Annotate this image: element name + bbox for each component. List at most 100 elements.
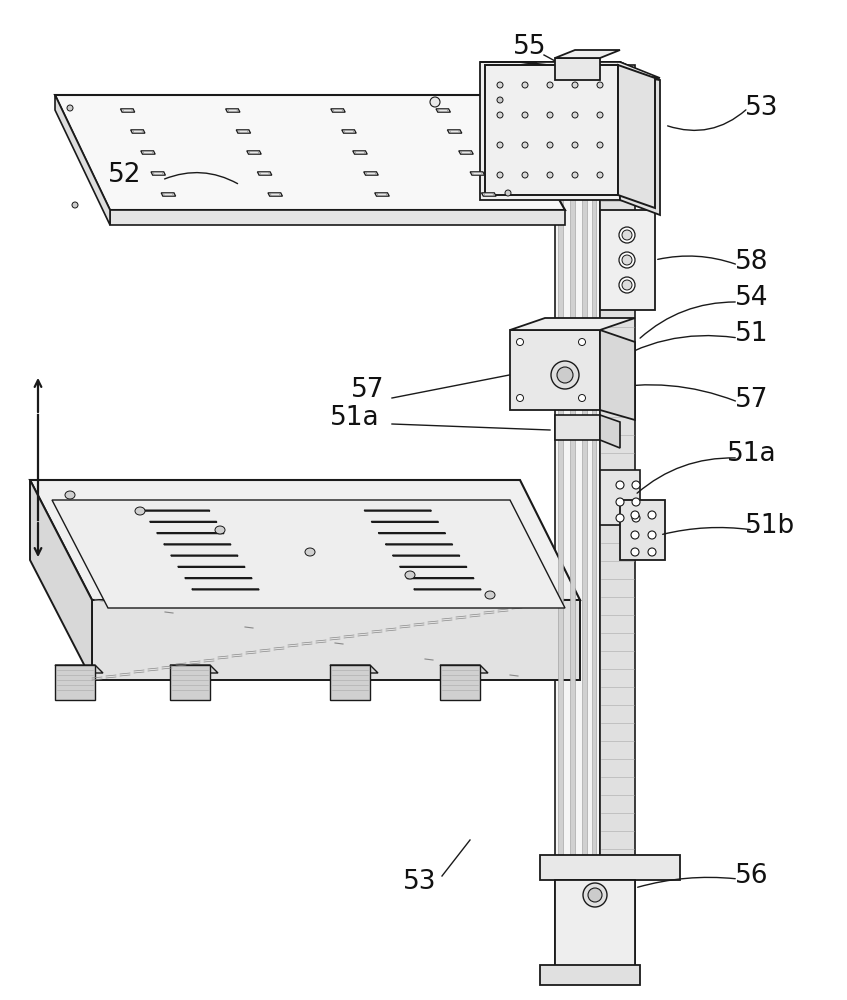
Polygon shape <box>377 193 387 196</box>
Polygon shape <box>555 58 600 80</box>
Polygon shape <box>236 130 251 133</box>
Polygon shape <box>364 510 431 511</box>
Ellipse shape <box>517 338 523 346</box>
Polygon shape <box>157 533 224 534</box>
Polygon shape <box>225 109 240 112</box>
Polygon shape <box>618 65 655 208</box>
Ellipse shape <box>622 230 632 240</box>
Polygon shape <box>440 665 480 700</box>
Polygon shape <box>55 95 110 225</box>
Ellipse shape <box>67 105 73 111</box>
Ellipse shape <box>572 82 578 88</box>
Ellipse shape <box>622 255 632 265</box>
Polygon shape <box>163 193 174 196</box>
Polygon shape <box>120 109 135 112</box>
Polygon shape <box>407 578 474 579</box>
Ellipse shape <box>631 548 639 556</box>
Ellipse shape <box>632 481 640 489</box>
Polygon shape <box>110 210 565 225</box>
Polygon shape <box>259 172 269 175</box>
Ellipse shape <box>547 112 553 118</box>
Polygon shape <box>374 193 390 196</box>
Ellipse shape <box>547 172 553 178</box>
Ellipse shape <box>588 888 602 902</box>
Polygon shape <box>558 70 563 960</box>
Polygon shape <box>600 210 655 310</box>
Polygon shape <box>363 172 379 175</box>
Polygon shape <box>55 665 103 673</box>
Ellipse shape <box>497 82 503 88</box>
Polygon shape <box>484 193 494 196</box>
Polygon shape <box>163 544 231 545</box>
Ellipse shape <box>522 82 528 88</box>
Polygon shape <box>366 172 376 175</box>
Polygon shape <box>600 415 620 448</box>
Text: 51b: 51b <box>745 513 795 539</box>
Ellipse shape <box>497 142 503 148</box>
Polygon shape <box>185 578 252 579</box>
Ellipse shape <box>572 172 578 178</box>
Ellipse shape <box>505 190 511 196</box>
Polygon shape <box>582 70 587 960</box>
Text: 51a: 51a <box>330 405 379 431</box>
Ellipse shape <box>579 394 585 401</box>
Text: 55: 55 <box>513 34 547 60</box>
Polygon shape <box>352 151 368 154</box>
Ellipse shape <box>597 82 603 88</box>
Polygon shape <box>555 50 620 58</box>
Polygon shape <box>436 109 451 112</box>
Polygon shape <box>393 555 460 556</box>
Text: 51: 51 <box>735 321 769 347</box>
Polygon shape <box>257 172 272 175</box>
Ellipse shape <box>517 394 523 401</box>
Polygon shape <box>333 109 343 112</box>
Polygon shape <box>170 665 218 673</box>
Polygon shape <box>130 130 145 133</box>
Polygon shape <box>330 665 378 673</box>
Polygon shape <box>400 566 467 567</box>
Polygon shape <box>600 65 635 965</box>
Text: 52: 52 <box>108 162 141 188</box>
Ellipse shape <box>497 112 503 118</box>
Polygon shape <box>555 880 635 975</box>
Text: 57: 57 <box>352 377 385 403</box>
Polygon shape <box>385 544 452 545</box>
Polygon shape <box>170 665 210 700</box>
Ellipse shape <box>522 172 528 178</box>
Ellipse shape <box>616 514 624 522</box>
Polygon shape <box>570 70 575 960</box>
Ellipse shape <box>305 548 315 556</box>
Ellipse shape <box>215 526 225 534</box>
Ellipse shape <box>65 491 75 499</box>
Ellipse shape <box>547 82 553 88</box>
Polygon shape <box>510 330 600 410</box>
Ellipse shape <box>648 548 656 556</box>
Text: 54: 54 <box>735 285 769 311</box>
Polygon shape <box>55 665 95 700</box>
Ellipse shape <box>485 591 495 599</box>
Polygon shape <box>153 172 163 175</box>
Polygon shape <box>440 665 488 673</box>
Ellipse shape <box>72 202 78 208</box>
Polygon shape <box>344 130 354 133</box>
Ellipse shape <box>547 142 553 148</box>
Ellipse shape <box>632 514 640 522</box>
Polygon shape <box>555 65 600 965</box>
Polygon shape <box>178 566 245 567</box>
Polygon shape <box>592 70 596 960</box>
Polygon shape <box>55 95 565 210</box>
Polygon shape <box>268 193 282 196</box>
Polygon shape <box>150 521 217 522</box>
Ellipse shape <box>522 112 528 118</box>
Polygon shape <box>246 151 261 154</box>
Ellipse shape <box>648 531 656 539</box>
Polygon shape <box>461 151 471 154</box>
Polygon shape <box>151 172 165 175</box>
Ellipse shape <box>632 498 640 506</box>
Ellipse shape <box>497 172 503 178</box>
Polygon shape <box>342 130 357 133</box>
Text: 53: 53 <box>745 95 778 121</box>
Polygon shape <box>331 109 346 112</box>
Polygon shape <box>450 130 460 133</box>
Polygon shape <box>355 151 365 154</box>
